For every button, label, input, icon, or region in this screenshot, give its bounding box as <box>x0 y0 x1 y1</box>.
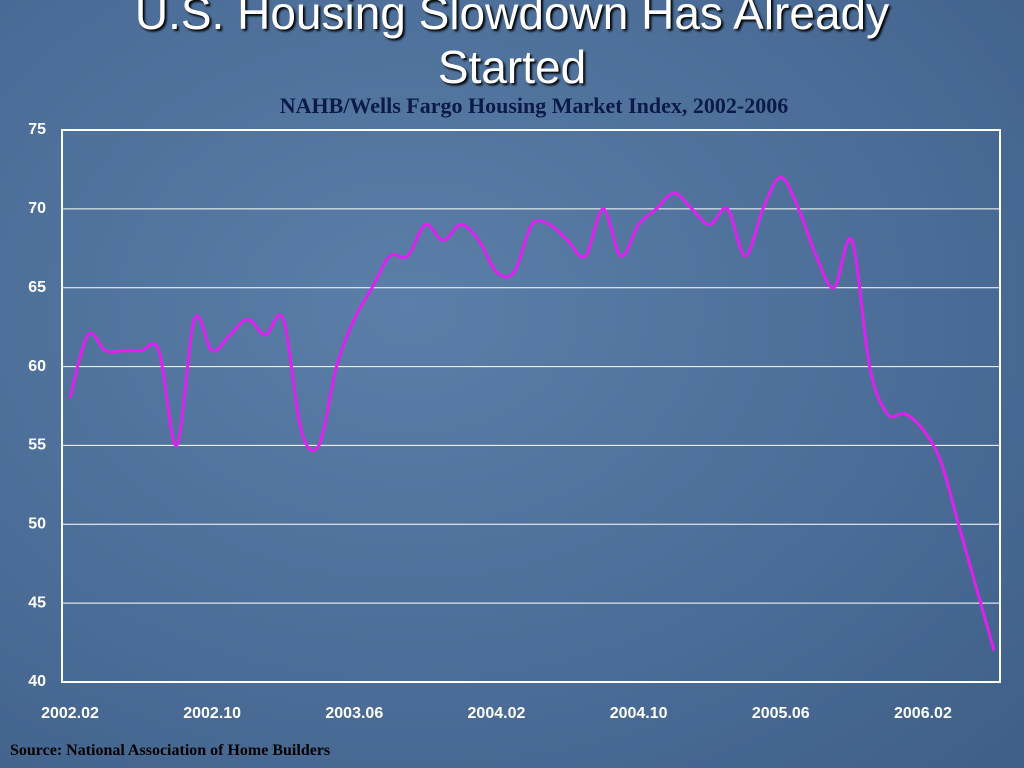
data-line <box>68 175 996 651</box>
chart-title: NAHB/Wells Fargo Housing Market Index, 2… <box>280 93 788 118</box>
y-tick-label: 55 <box>28 437 46 454</box>
y-tick-label: 60 <box>28 358 46 375</box>
source-note: Source: National Association of Home Bui… <box>10 742 331 759</box>
slide-title: U.S. Housing Slowdown Has Already Starte… <box>134 0 890 93</box>
y-tick-label: 70 <box>28 200 46 217</box>
x-tick-label: 2004.02 <box>468 705 526 722</box>
plot-frame <box>61 129 1001 683</box>
y-tick-label: 75 <box>28 121 46 138</box>
x-tick-label: 2005.06 <box>752 705 810 722</box>
x-tick-label: 2004.10 <box>610 705 668 722</box>
x-tick-label: 2006.02 <box>894 705 952 722</box>
x-tick-label: 2003.06 <box>325 705 383 722</box>
y-tick-label: 40 <box>28 673 46 690</box>
x-tick-label: 2002.02 <box>41 705 99 722</box>
y-tick-label: 45 <box>28 594 46 611</box>
y-tick-label: 50 <box>28 516 46 533</box>
x-tick-label: 2002.10 <box>183 705 241 722</box>
y-tick-label: 65 <box>28 279 46 296</box>
